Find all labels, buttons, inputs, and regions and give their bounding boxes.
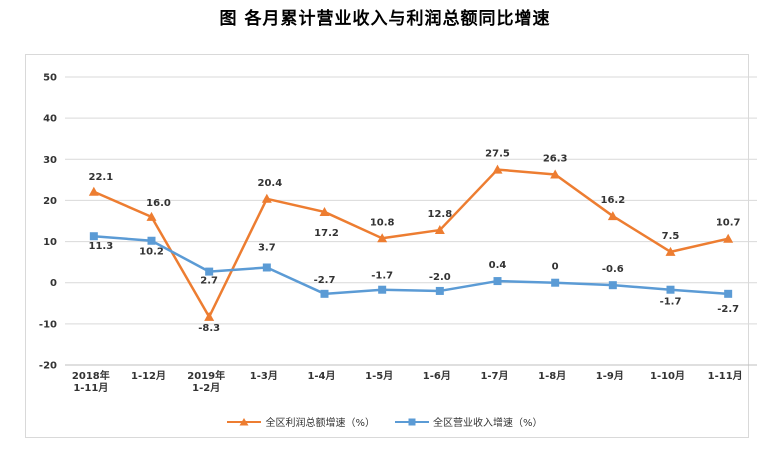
data-point: [147, 236, 156, 245]
x-tick-label: 1-7月: [480, 370, 508, 382]
x-tick-label: 1-5月: [365, 370, 393, 382]
chart-legend: 全区利润总额增速（%） 全区营业收入增速（%）: [0, 414, 770, 429]
data-label: 10.8: [370, 217, 395, 228]
data-point: [665, 246, 676, 256]
data-label: -2.7: [717, 304, 739, 315]
data-label: 12.8: [427, 209, 452, 220]
data-point: [204, 311, 215, 321]
legend-label-profit: 全区利润总额增速（%）: [265, 418, 375, 429]
data-point: [608, 281, 617, 290]
data-label: 27.5: [485, 149, 510, 160]
x-tick-label: 1-9月: [596, 370, 624, 382]
x-tick-label: 1-3月: [250, 370, 278, 382]
legend-item-profit: 全区利润总额增速（%）: [227, 414, 375, 429]
data-label: 0: [552, 262, 559, 273]
data-label: -2.7: [314, 275, 336, 286]
x-tick-label: 1-4月: [307, 370, 335, 382]
data-point: [492, 164, 503, 174]
data-point: [724, 289, 733, 298]
data-label: 11.3: [88, 241, 113, 252]
y-tick-label: -10: [39, 319, 57, 330]
data-label: 2.7: [200, 276, 218, 287]
data-label: 10.7: [716, 218, 741, 229]
data-label: -0.6: [602, 264, 624, 275]
data-label: 20.4: [257, 178, 282, 189]
x-tick-label: 1-2月: [192, 382, 220, 394]
x-tick-label: 1-12月: [131, 370, 166, 382]
y-tick-label: -20: [39, 361, 57, 372]
data-point: [551, 278, 560, 287]
data-label: -2.0: [429, 272, 451, 283]
chart-frame: [25, 54, 749, 438]
data-point: [378, 285, 387, 294]
data-label: 10.2: [139, 247, 164, 258]
y-tick-label: 30: [43, 155, 57, 166]
data-point: [89, 232, 98, 241]
data-label: -1.7: [371, 271, 393, 282]
legend-item-revenue: 全区营业收入增速（%）: [395, 414, 543, 429]
data-point: [319, 206, 330, 216]
data-label: 3.7: [258, 242, 276, 253]
y-tick-label: 20: [43, 196, 57, 207]
data-point: [88, 186, 99, 196]
data-point: [146, 211, 157, 221]
data-label: 26.3: [543, 154, 568, 165]
data-point: [320, 289, 329, 298]
data-point: [435, 286, 444, 295]
data-point: [377, 233, 388, 243]
data-point: [205, 267, 214, 276]
data-point: [666, 285, 675, 294]
data-label: 16.2: [600, 195, 625, 206]
y-tick-label: 50: [43, 73, 57, 84]
data-point: [262, 263, 271, 272]
chart-title: 图 各月累计营业收入与利润总额同比增速: [219, 9, 551, 29]
data-point: [434, 225, 445, 235]
legend-label-revenue: 全区营业收入增速（%）: [433, 418, 543, 429]
x-tick-label: 2018年: [72, 369, 110, 382]
data-point: [261, 193, 272, 203]
x-tick-label: 1-11月: [73, 382, 108, 394]
y-tick-label: 10: [43, 237, 57, 248]
data-label: -1.7: [660, 297, 682, 308]
data-point: [550, 169, 561, 179]
y-tick-label: 40: [43, 114, 57, 125]
data-point: [723, 233, 734, 243]
data-label: -8.3: [198, 323, 220, 334]
y-tick-label: 0: [50, 278, 57, 289]
x-tick-label: 1-11月: [708, 370, 743, 382]
data-label: 17.2: [314, 228, 339, 239]
data-label: 16.0: [146, 198, 171, 209]
x-tick-label: 1-10月: [650, 370, 685, 382]
x-tick-label: 1-8月: [538, 370, 566, 382]
data-label: 7.5: [662, 231, 680, 242]
x-tick-label: 2019年: [187, 369, 225, 382]
data-label: 0.4: [489, 260, 507, 271]
data-label: 22.1: [88, 172, 113, 183]
data-point: [607, 211, 618, 221]
x-tick-label: 1-6月: [423, 370, 451, 382]
series-line: [93, 234, 729, 296]
data-point: [493, 277, 502, 286]
series-line: [93, 168, 729, 319]
